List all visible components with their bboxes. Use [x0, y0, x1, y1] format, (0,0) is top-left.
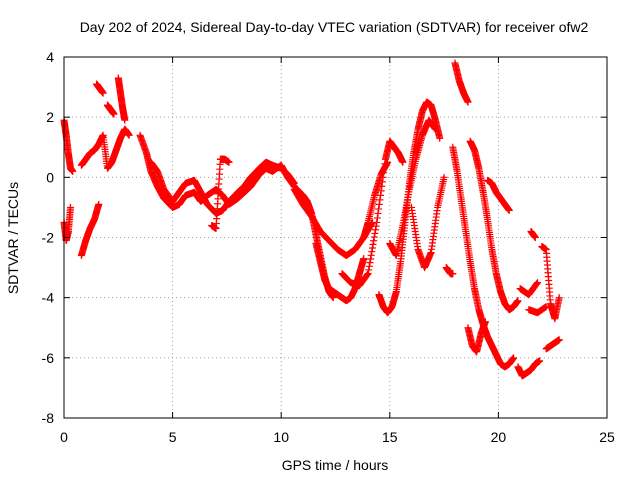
x-tick-label: 0 [60, 429, 68, 445]
series-30 [542, 336, 563, 353]
data-point [514, 297, 522, 305]
series-26 [516, 279, 541, 299]
data-point [375, 200, 383, 208]
data-point [67, 203, 75, 211]
series-24 [484, 176, 513, 214]
axis-ticks: 0 5 10 15 20 25 -8 -6 -4 -2 0 2 4 [42, 49, 615, 445]
data-point [555, 294, 563, 302]
x-axis-label: GPS time / hours [282, 457, 389, 473]
y-tick-label: 0 [46, 169, 54, 185]
data-point [368, 248, 376, 256]
data-point [125, 131, 133, 139]
data-point [373, 214, 381, 222]
data-point [110, 110, 118, 118]
series-4 [77, 200, 103, 260]
data-point [555, 336, 563, 344]
data-point [370, 233, 378, 241]
data-point [440, 173, 448, 181]
y-tick-label: -8 [42, 410, 55, 426]
data-point [121, 116, 129, 124]
series-14 [338, 137, 407, 290]
data-point [370, 237, 378, 245]
data-point [371, 229, 379, 237]
series-18 [408, 173, 448, 272]
data-point [290, 179, 298, 187]
data-point [449, 270, 457, 278]
x-tick-label: 25 [599, 429, 615, 445]
y-tick-label: -2 [42, 230, 55, 246]
data-point [363, 270, 371, 278]
data-point [225, 158, 233, 166]
data-point [376, 196, 384, 204]
series-7 [114, 74, 129, 124]
chart-title: Day 202 of 2024, Sidereal Day-to-day VTE… [80, 19, 589, 35]
data-point [505, 206, 513, 214]
data-point [363, 271, 371, 279]
data-point [365, 262, 373, 270]
series-10 [208, 155, 233, 232]
data-point [533, 279, 541, 287]
y-tick-label: -4 [42, 290, 55, 306]
data-point [367, 255, 375, 263]
data-point [372, 222, 380, 230]
data-points [60, 59, 563, 380]
x-tick-label: 15 [382, 429, 398, 445]
data-point [384, 158, 392, 166]
series-27 [525, 303, 550, 317]
data-point [436, 134, 444, 142]
data-point [431, 125, 439, 133]
data-point [365, 266, 373, 274]
data-point [373, 218, 381, 226]
series-21 [451, 59, 472, 106]
data-point [533, 279, 541, 287]
series-16 [386, 116, 439, 260]
data-point [99, 89, 107, 97]
y-tick-label: 2 [46, 109, 54, 125]
data-point [531, 234, 539, 241]
series-6 [103, 101, 118, 118]
series-28 [527, 227, 539, 241]
data-point [367, 251, 375, 259]
series-3 [77, 125, 133, 172]
data-point [376, 191, 384, 199]
data-point [532, 280, 540, 288]
data-point [366, 259, 374, 267]
series-13 [299, 191, 337, 302]
series-9 [147, 158, 298, 217]
data-point [95, 200, 103, 208]
data-point [464, 98, 472, 106]
series-22 [464, 318, 489, 356]
data-point [360, 255, 368, 263]
data-point [375, 205, 383, 213]
data-point [372, 226, 380, 234]
x-tick-label: 5 [169, 429, 177, 445]
series-17 [360, 158, 392, 241]
x-tick-label: 20 [491, 429, 507, 445]
data-point [399, 158, 407, 166]
y-tick-label: 4 [46, 49, 54, 65]
data-point [369, 240, 377, 248]
data-point [481, 318, 489, 326]
series-5 [93, 80, 107, 97]
series-23 [466, 137, 522, 314]
y-tick-label: -6 [42, 350, 55, 366]
x-tick-label: 10 [273, 429, 289, 445]
y-axis-label: SDTVAR / TECUs [5, 182, 21, 294]
data-point [536, 357, 544, 365]
data-point [329, 294, 337, 302]
data-point [364, 270, 372, 278]
data-point [510, 354, 518, 362]
series-19 [442, 264, 457, 278]
series-25 [514, 357, 544, 380]
data-point [368, 244, 376, 252]
series-29 [538, 243, 563, 323]
series-20 [449, 143, 518, 371]
data-point [69, 167, 77, 175]
data-point [374, 209, 382, 217]
